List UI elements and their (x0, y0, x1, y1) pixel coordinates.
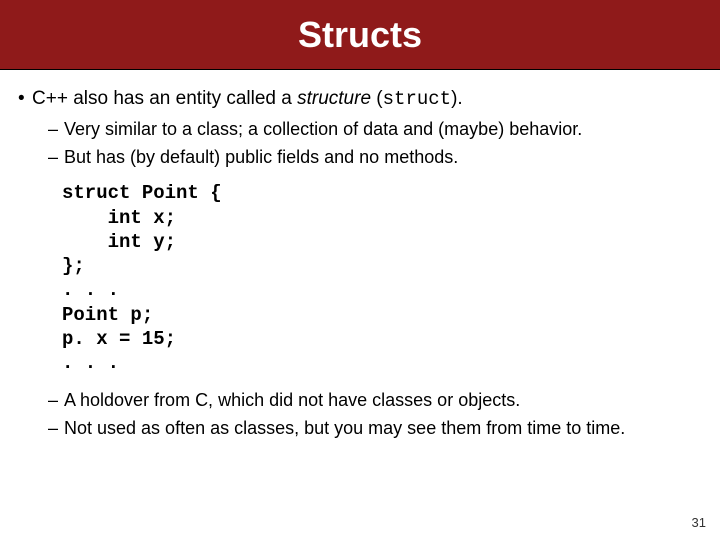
bullet-text: But has (by default) public fields and n… (64, 147, 458, 167)
bullet-sub4: –Not used as often as classes, but you m… (0, 414, 720, 442)
bullet-text: A holdover from C, which did not have cl… (64, 390, 520, 410)
title-bar: Structs (0, 0, 720, 70)
bullet-mark: – (48, 388, 64, 412)
bullet-mark: • (18, 86, 32, 112)
bullet-text-italic: structure (297, 88, 371, 109)
slide-title: Structs (298, 14, 422, 56)
bullet-sub2: –But has (by default) public fields and … (0, 143, 720, 171)
bullet-text-prefix: C++ also has an entity called a (32, 88, 297, 109)
bullet-text-mid: ( (371, 88, 383, 109)
bullet-text-suffix: ). (451, 88, 463, 109)
bullet-text: Very similar to a class; a collection of… (64, 119, 582, 139)
bullet-text-mono: struct (383, 88, 451, 110)
slide-content: •C++ also has an entity called a structu… (0, 70, 720, 442)
bullet-mark: – (48, 145, 64, 169)
page-number: 31 (692, 515, 706, 530)
bullet-mark: – (48, 117, 64, 141)
code-block: struct Point { int x; int y; }; . . . Po… (0, 171, 720, 386)
bullet-text: Not used as often as classes, but you ma… (64, 418, 625, 438)
bullet-sub3: –A holdover from C, which did not have c… (0, 386, 720, 414)
bullet-sub1: –Very similar to a class; a collection o… (0, 115, 720, 143)
bullet-mark: – (48, 416, 64, 440)
bullet-main: •C++ also has an entity called a structu… (0, 84, 720, 115)
